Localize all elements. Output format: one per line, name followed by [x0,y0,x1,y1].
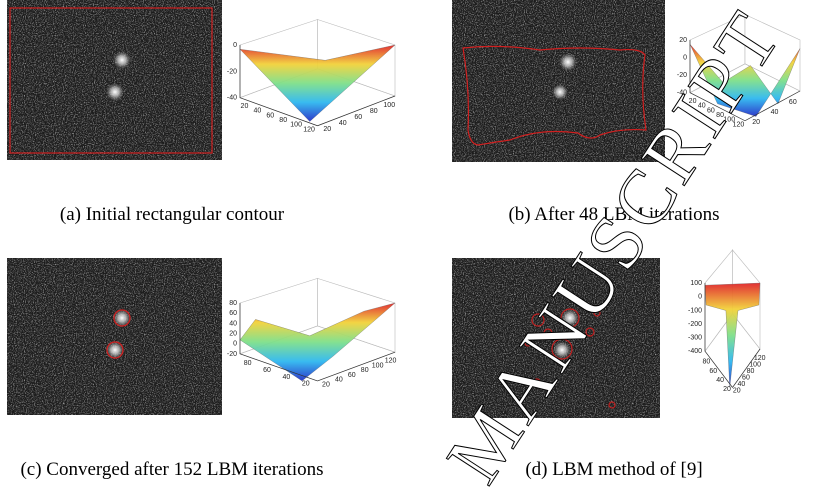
caption: (a) Initial rectangular contour [60,204,285,225]
x-tick-label: 40 [283,374,291,381]
z-tick-label: 0 [233,42,237,49]
z-tick-label: -200 [688,321,702,328]
x-tick-label: 80 [244,360,252,367]
y-tick-label: 60 [354,114,362,121]
z-tick-label: -100 [688,307,702,314]
x-tick-label: 60 [709,368,717,375]
y-tick-label: 120 [385,358,397,365]
y-tick-label: 40 [335,377,343,384]
y-tick-label: 20 [752,119,760,126]
x-tick-label: 20 [302,381,310,388]
y-tick-label: 60 [789,99,797,106]
x-tick-label: 60 [263,367,271,374]
z-tick-label: 40 [229,320,237,327]
y-tick-label: 40 [771,109,779,116]
x-tick-label: 120 [303,126,315,133]
y-tick-label: 40 [737,381,745,388]
y-tick-label: 80 [747,368,755,375]
x-tick-label: 80 [703,359,711,366]
z-tick-label: 20 [229,331,237,338]
z-tick-label: -400 [688,348,702,355]
image-a [7,0,222,160]
x-tick-label: 20 [241,103,249,110]
y-tick-label: 20 [322,382,330,389]
y-tick-label: 60 [742,374,750,381]
z-tick-label: 20 [679,37,687,44]
caption: (d) LBM method of [9] [525,459,702,480]
y-tick-label: 20 [733,387,741,394]
y-tick-label: 100 [749,362,761,369]
y-tick-label: 100 [372,362,384,369]
z-tick-label: -20 [227,68,237,75]
z-tick-label: 80 [229,300,237,307]
y-tick-label: 80 [370,108,378,115]
z-tick-label: 0 [698,294,702,301]
figure: 0-20-402040608010012020406080100200-20-4… [0,0,815,488]
x-tick-label: 80 [279,117,287,124]
y-tick-label: 20 [323,126,331,133]
y-tick-label: 40 [339,120,347,127]
x-tick-label: 40 [253,108,261,115]
y-tick-label: 100 [383,102,395,109]
y-tick-label: 120 [754,355,766,362]
x-tick-label: 60 [266,112,274,119]
z-tick-label: 60 [229,310,237,317]
z-tick-label: -40 [227,95,237,102]
z-tick-label: -300 [688,335,702,342]
z-tick-label: 100 [690,280,702,287]
x-tick-label: 100 [290,122,302,129]
y-tick-label: 80 [361,367,369,374]
caption: (c) Converged after 152 LBM iterations [20,459,323,480]
x-tick-label: 20 [723,386,731,393]
y-tick-label: 60 [348,372,356,379]
z-tick-label: -20 [227,351,237,358]
x-tick-label: 40 [716,377,724,384]
z-tick-label: 0 [233,341,237,348]
image-c [7,258,222,415]
